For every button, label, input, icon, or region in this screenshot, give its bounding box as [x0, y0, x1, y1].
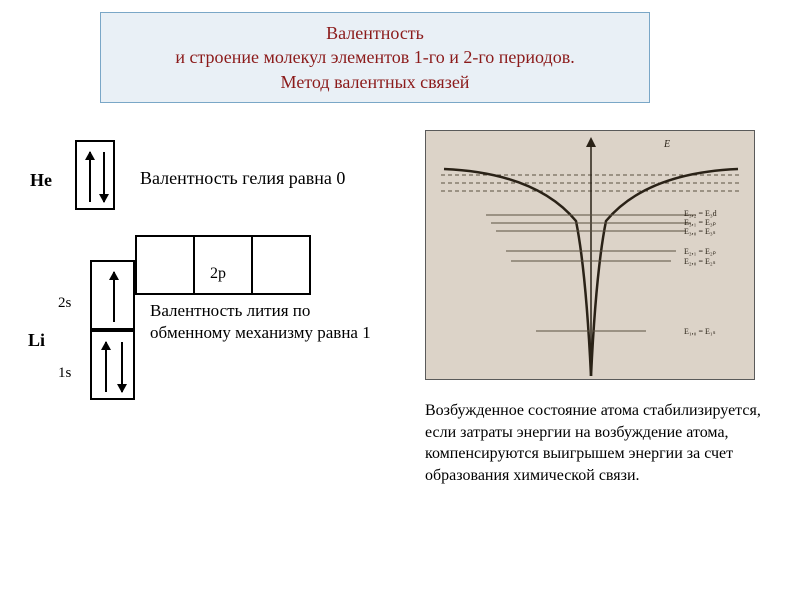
energy-level-graph: E E₁,₀ = E₁ₛ E₂,₀ = E₂ₛ E₂,₁ = E₂ₚ E₃,₀ …	[425, 130, 755, 380]
svg-text:E₂,₀ = E₂ₛ: E₂,₀ = E₂ₛ	[684, 257, 716, 266]
title-line-1: Валентность	[121, 21, 629, 45]
spin-up-arrow	[113, 272, 115, 322]
title-line-3: Метод валентных связей	[121, 70, 629, 94]
lithium-2p-boxes	[135, 235, 311, 295]
energy-graph-svg: E E₁,₀ = E₁ₛ E₂,₀ = E₂ₛ E₂,₁ = E₂ₚ E₃,₀ …	[426, 131, 756, 381]
svg-text:E₂,₁ = E₂ₚ: E₂,₁ = E₂ₚ	[684, 247, 716, 256]
orbital-cell	[193, 235, 253, 295]
energy-levels: E₁,₀ = E₁ₛ E₂,₀ = E₂ₛ E₂,₁ = E₂ₚ E₃,₀ = …	[486, 209, 717, 336]
lithium-caption: Валентность лития по обменному механизму…	[150, 300, 380, 344]
svg-text:E₃,₁ = E₃ₚ: E₃,₁ = E₃ₚ	[684, 218, 716, 227]
title-box: Валентность и строение молекул элементов…	[100, 12, 650, 103]
lithium-symbol: Li	[28, 330, 45, 351]
svg-text:E₃,₂ = E₃d: E₃,₂ = E₃d	[684, 209, 717, 218]
spin-up-arrow	[105, 342, 107, 392]
orbital-cell	[135, 235, 195, 295]
spin-down-arrow	[103, 152, 105, 202]
spin-up-arrow	[89, 152, 91, 202]
title-line-2: и строение молекул элементов 1-го и 2-го…	[121, 45, 629, 69]
svg-text:E₁,₀ = E₁ₛ: E₁,₀ = E₁ₛ	[684, 327, 716, 336]
svg-text:E₃,₀ = E₃ₛ: E₃,₀ = E₃ₛ	[684, 227, 716, 236]
helium-1s-box	[75, 140, 115, 210]
label-2s: 2s	[58, 295, 71, 312]
lithium-2s-box	[90, 260, 135, 330]
helium-symbol: He	[30, 170, 52, 191]
axis-label-E: E	[663, 139, 670, 150]
orbital-cell	[251, 235, 311, 295]
helium-caption: Валентность гелия равна 0	[140, 168, 345, 189]
graph-caption: Возбужденное состояние атома стабилизиру…	[425, 400, 795, 486]
label-1s: 1s	[58, 365, 71, 382]
lithium-1s-box	[90, 330, 135, 400]
spin-down-arrow	[121, 342, 123, 392]
